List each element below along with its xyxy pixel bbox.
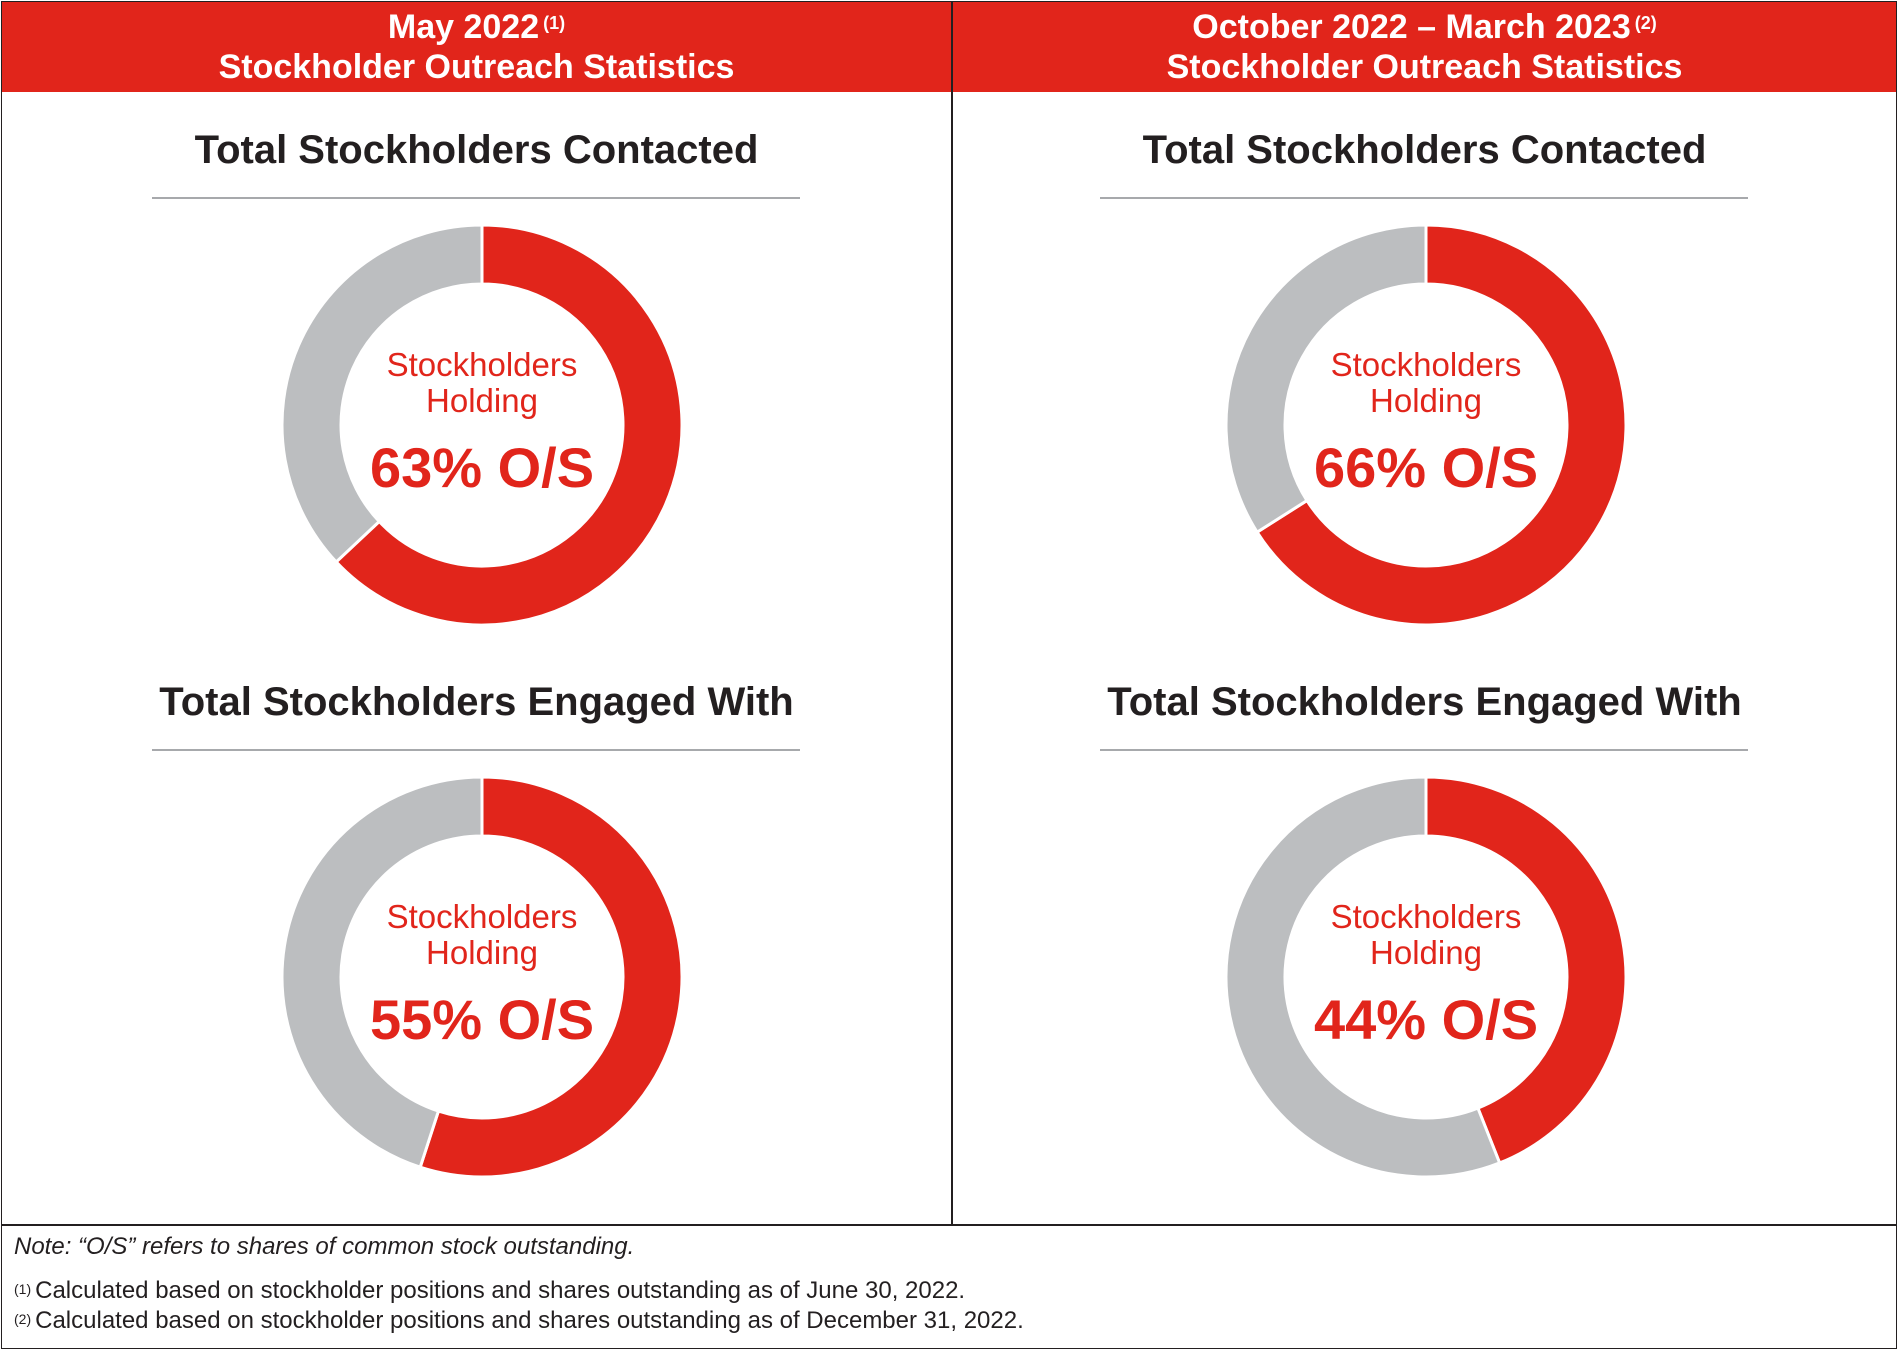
donut-value-label: 66% O/S xyxy=(1314,436,1538,499)
footnotes: Note: “O/S” refers to shares of common s… xyxy=(14,1232,1884,1336)
donut-value-label: 44% O/S xyxy=(1314,988,1538,1051)
donut-segment-remainder xyxy=(1224,223,1428,535)
footnote-2: (2) Calculated based on stockholder posit… xyxy=(14,1306,1884,1336)
donut-segment-remainder xyxy=(280,223,484,565)
footnote-marker-2: (2) xyxy=(1634,13,1657,33)
panel-title-engaged-left: Total Stockholders Engaged With xyxy=(159,680,794,724)
panel-title-contacted-right: Total Stockholders Contacted xyxy=(1142,128,1707,172)
panel-title-contacted-left: Total Stockholders Contacted xyxy=(194,128,759,172)
header-title-line2: Stockholder Outreach Statistics xyxy=(1166,48,1683,86)
donut-center-label-line1: Stockholders xyxy=(387,898,578,935)
donut-segment-remainder xyxy=(1224,775,1502,1179)
footnote-2-marker: (2) xyxy=(14,1311,32,1327)
title-rule xyxy=(152,749,800,751)
header-title-line1: May 2022 (1) xyxy=(387,8,566,46)
footer-divider xyxy=(2,1224,1896,1226)
donut-center-label-line2: Holding xyxy=(1370,934,1482,971)
title-rule xyxy=(1100,749,1748,751)
donut-value-label: 55% O/S xyxy=(370,988,594,1051)
donut-segment-highlight xyxy=(1255,223,1628,627)
title-rule xyxy=(152,197,800,199)
header-title-line1: October 2022 – March 2023 (2) xyxy=(1192,8,1657,46)
footnote-1-marker: (1) xyxy=(14,1281,32,1297)
header-may-2022: May 2022 (1) Stockholder Outreach Statist… xyxy=(2,2,951,92)
donut-center-label-line1: Stockholders xyxy=(1331,346,1522,383)
donut-segment-remainder xyxy=(280,775,484,1170)
donut-center-label-line2: Holding xyxy=(1370,382,1482,419)
donut-center-label-line1: Stockholders xyxy=(387,346,578,383)
header-title-line2: Stockholder Outreach Statistics xyxy=(218,48,735,86)
footnote-1: (1) Calculated based on stockholder posit… xyxy=(14,1276,1884,1306)
note-os-definition: Note: “O/S” refers to shares of common s… xyxy=(14,1233,635,1260)
donut-segment-highlight xyxy=(1424,775,1628,1165)
footnote-marker-1: (1) xyxy=(543,13,566,33)
donut-segment-highlight xyxy=(334,223,684,627)
donut-value-label: 63% O/S xyxy=(370,436,594,499)
donut-center-label-line2: Holding xyxy=(426,934,538,971)
panel-title-engaged-right: Total Stockholders Engaged With xyxy=(1107,680,1742,724)
donut-center-label-line1: Stockholders xyxy=(1331,898,1522,935)
title-rule xyxy=(1100,197,1748,199)
footnote-1-text: Calculated based on stockholder position… xyxy=(35,1277,966,1304)
column-divider xyxy=(951,2,953,1224)
donut-center-label-line2: Holding xyxy=(426,382,538,419)
header-oct-2022-mar-2023: October 2022 – March 2023 (2) Stockholder… xyxy=(953,2,1896,92)
footnote-2-text: Calculated based on stockholder position… xyxy=(35,1307,1024,1334)
donut-segment-highlight xyxy=(418,775,684,1179)
